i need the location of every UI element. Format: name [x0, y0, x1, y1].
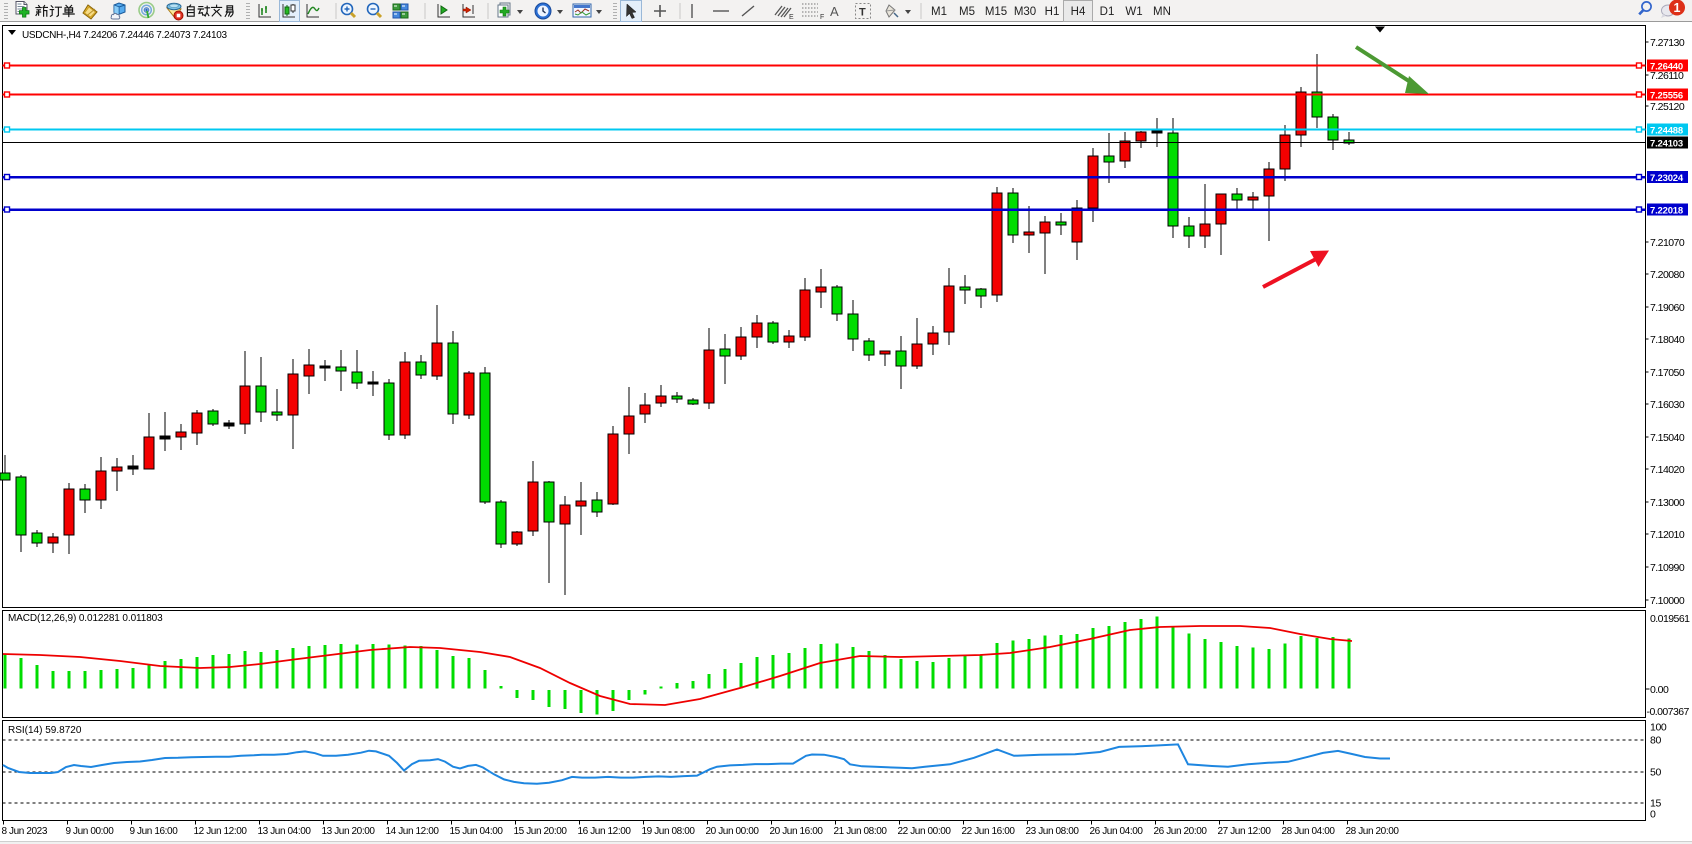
svg-text:0.019561: 0.019561	[1650, 613, 1690, 625]
svg-text:M5: M5	[959, 6, 975, 18]
svg-text:7.10000: 7.10000	[1650, 595, 1685, 607]
svg-text:9 Jun 00:00: 9 Jun 00:00	[66, 826, 115, 837]
svg-text:7.24488: 7.24488	[1650, 126, 1683, 137]
svg-text:W1: W1	[1125, 6, 1142, 18]
svg-text:A: A	[830, 4, 839, 19]
svg-text:M15: M15	[985, 6, 1007, 18]
svg-text:D1: D1	[1100, 6, 1115, 18]
svg-text:7.17050: 7.17050	[1650, 367, 1685, 379]
svg-text:USDCNH-,H4 7.24206 7.24446 7.: USDCNH-,H4 7.24206 7.24446 7.24073 7.241…	[22, 30, 228, 41]
svg-text:13 Jun 20:00: 13 Jun 20:00	[322, 826, 376, 837]
svg-text:20 Jun 16:00: 20 Jun 16:00	[770, 826, 824, 837]
svg-text:7.22018: 7.22018	[1650, 206, 1683, 217]
svg-text:23 Jun 08:00: 23 Jun 08:00	[1026, 826, 1080, 837]
svg-text:H1: H1	[1045, 6, 1060, 18]
svg-text:0: 0	[1650, 809, 1656, 821]
svg-text:15 Jun 20:00: 15 Jun 20:00	[514, 826, 568, 837]
svg-text:12 Jun 12:00: 12 Jun 12:00	[194, 826, 248, 837]
svg-text:0.00: 0.00	[1650, 684, 1669, 696]
svg-text:7.16030: 7.16030	[1650, 399, 1685, 411]
svg-text:15: 15	[1650, 798, 1661, 810]
svg-text:15 Jun 04:00: 15 Jun 04:00	[450, 826, 504, 837]
svg-text:7.24103: 7.24103	[1650, 139, 1683, 150]
svg-text:7.14020: 7.14020	[1650, 464, 1685, 476]
svg-text:7.15040: 7.15040	[1650, 432, 1685, 444]
svg-text:7.27130: 7.27130	[1650, 37, 1685, 49]
svg-text:MN: MN	[1153, 6, 1171, 18]
svg-text:7.25120: 7.25120	[1650, 101, 1685, 113]
svg-text:RSI(14) 59.8720: RSI(14) 59.8720	[8, 725, 82, 736]
svg-text:20 Jun 00:00: 20 Jun 00:00	[706, 826, 760, 837]
svg-text:50: 50	[1650, 767, 1661, 779]
svg-text:7.25556: 7.25556	[1650, 91, 1683, 102]
svg-text:7.26110: 7.26110	[1650, 70, 1684, 82]
svg-text:9 Jun 16:00: 9 Jun 16:00	[130, 826, 179, 837]
svg-text:-0.007367: -0.007367	[1647, 706, 1690, 718]
svg-text:26 Jun 04:00: 26 Jun 04:00	[1090, 826, 1144, 837]
svg-text:7.10990: 7.10990	[1650, 562, 1685, 574]
svg-text:7.19060: 7.19060	[1650, 302, 1685, 314]
svg-text:16 Jun 12:00: 16 Jun 12:00	[578, 826, 632, 837]
svg-text:28 Jun 20:00: 28 Jun 20:00	[1346, 826, 1400, 837]
svg-text:21 Jun 08:00: 21 Jun 08:00	[834, 826, 888, 837]
svg-text:26 Jun 20:00: 26 Jun 20:00	[1154, 826, 1208, 837]
svg-text:1: 1	[1674, 1, 1681, 15]
svg-text:7.26440: 7.26440	[1650, 62, 1683, 73]
svg-text:M1: M1	[931, 6, 947, 18]
svg-text:E: E	[789, 14, 794, 21]
svg-text:28 Jun 04:00: 28 Jun 04:00	[1282, 826, 1336, 837]
svg-text:7.12010: 7.12010	[1650, 529, 1685, 541]
svg-text:M30: M30	[1014, 6, 1036, 18]
svg-text:13 Jun 04:00: 13 Jun 04:00	[258, 826, 312, 837]
svg-text:F: F	[820, 14, 824, 21]
svg-text:27 Jun 12:00: 27 Jun 12:00	[1218, 826, 1272, 837]
svg-text:22 Jun 00:00: 22 Jun 00:00	[898, 826, 952, 837]
svg-text:100: 100	[1650, 722, 1667, 734]
svg-text:22 Jun 16:00: 22 Jun 16:00	[962, 826, 1016, 837]
svg-text:H4: H4	[1071, 6, 1086, 18]
svg-text:7.21070: 7.21070	[1650, 237, 1685, 249]
svg-text:7.20080: 7.20080	[1650, 269, 1685, 281]
svg-text:7.18040: 7.18040	[1650, 334, 1685, 346]
svg-text:80: 80	[1650, 735, 1661, 747]
svg-text:MACD(12,26,9) 0.012281 0.01180: MACD(12,26,9) 0.012281 0.011803	[8, 613, 163, 624]
svg-text:7.13000: 7.13000	[1650, 497, 1685, 509]
svg-text:7.23024: 7.23024	[1650, 173, 1684, 184]
svg-text:8 Jun 2023: 8 Jun 2023	[2, 826, 48, 837]
svg-text:19 Jun 08:00: 19 Jun 08:00	[642, 826, 696, 837]
svg-text:T: T	[859, 7, 866, 19]
svg-text:14 Jun 12:00: 14 Jun 12:00	[386, 826, 440, 837]
